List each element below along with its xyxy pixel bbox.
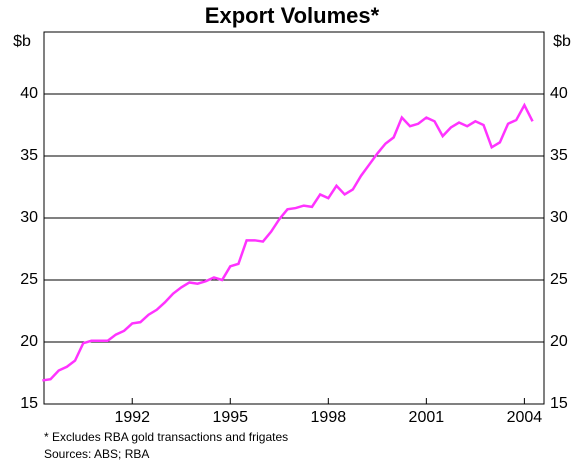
y-axis-label: $b bbox=[13, 33, 31, 50]
y-tick-label: 20 bbox=[20, 333, 38, 350]
data-line bbox=[42, 102, 534, 382]
y-tick-label: 15 bbox=[20, 395, 38, 412]
y2-axis-label: $b bbox=[553, 33, 571, 50]
x-tick-label: 1998 bbox=[311, 409, 347, 426]
chart-title: Export Volumes* bbox=[205, 3, 380, 28]
x-tick-label: 1992 bbox=[114, 409, 150, 426]
footnote: * Excludes RBA gold transactions and fri… bbox=[44, 430, 288, 444]
x-tick-label: 2001 bbox=[409, 409, 445, 426]
y-tick-label: 40 bbox=[20, 85, 38, 102]
y2-tick-label: 15 bbox=[550, 395, 568, 412]
y-tick-label: 25 bbox=[20, 271, 38, 288]
y-tick-label: 30 bbox=[20, 209, 38, 226]
y2-tick-label: 30 bbox=[550, 209, 568, 226]
x-tick-label: 2004 bbox=[507, 409, 543, 426]
y-tick-label: 35 bbox=[20, 147, 38, 164]
plot-frame bbox=[43, 31, 545, 405]
footnote: Sources: ABS; RBA bbox=[44, 447, 149, 461]
y2-tick-label: 35 bbox=[550, 147, 568, 164]
y2-tick-label: 20 bbox=[550, 333, 568, 350]
y2-tick-label: 40 bbox=[550, 85, 568, 102]
y2-tick-label: 25 bbox=[550, 271, 568, 288]
x-tick-label: 1995 bbox=[212, 409, 248, 426]
